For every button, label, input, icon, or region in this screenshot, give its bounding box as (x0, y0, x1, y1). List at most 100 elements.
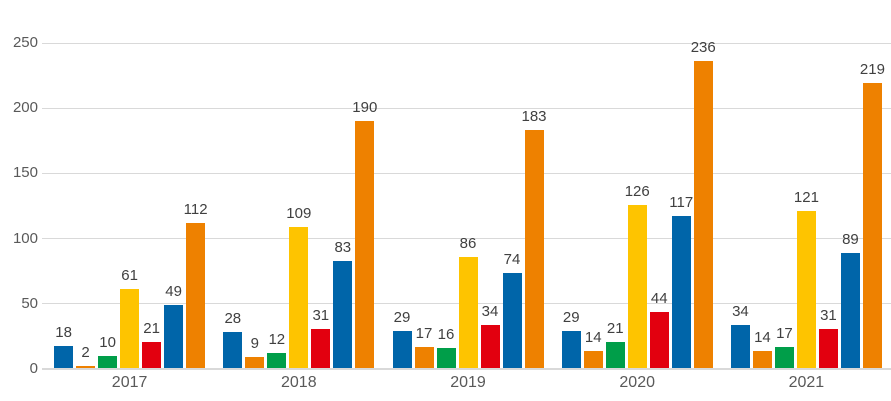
bar-2017-s3: 10 (98, 335, 118, 369)
bar-groups: 18 2 10 61 21 49 112 28 9 12 109 31 83 190 29 17 16 86 34 7… (45, 40, 891, 369)
x-category-label-2020: 2020 (619, 374, 655, 391)
bar-2020-s3: 21 (605, 321, 625, 369)
bar-2018-s2: 9 (245, 336, 265, 369)
data-label: 219 (859, 61, 885, 78)
data-label: 31 (820, 307, 837, 324)
gridline-100 (42, 238, 891, 240)
gridline-250 (42, 42, 891, 44)
data-label: 31 (312, 307, 330, 324)
data-label: 28 (224, 310, 242, 327)
data-label: 2 (81, 344, 90, 361)
bar-group-2020: 29 14 21 126 44 117 236 (553, 40, 722, 369)
bar-2017-s5: 21 (142, 321, 162, 369)
x-axis-line (42, 368, 891, 370)
data-label: 34 (732, 303, 749, 320)
data-label: 17 (415, 325, 433, 342)
bar-2017-s7: 112 (184, 202, 208, 369)
bar-rect (120, 289, 140, 369)
bar-rect (693, 61, 713, 369)
bar-rect (245, 357, 265, 369)
bar-2020-s4: 126 (625, 184, 650, 369)
bar-2021-s5: 31 (818, 308, 838, 369)
x-axis-category-labels: 2017 2018 2019 2020 2021 (45, 374, 891, 392)
bar-rect (289, 227, 309, 369)
bar-rect (436, 348, 456, 369)
data-label: 126 (624, 183, 650, 200)
y-tick-label-0: 0 (29, 360, 38, 377)
bar-rect (54, 346, 74, 369)
data-label: 49 (165, 283, 182, 300)
bar-2019-s5: 34 (480, 304, 500, 369)
bar-rect (164, 305, 184, 369)
data-label: 83 (334, 239, 352, 256)
data-label: 183 (521, 108, 547, 125)
bar-2020-s6: 117 (669, 195, 693, 369)
bar-rect (671, 216, 691, 369)
bar-rect (796, 211, 816, 369)
data-label: 9 (250, 335, 259, 352)
data-label: 117 (669, 194, 694, 211)
bar-2021-s3: 17 (774, 326, 794, 369)
bar-2019-s1: 29 (392, 310, 412, 369)
x-category-label-2021: 2021 (788, 374, 825, 391)
bar-2019-s4: 86 (458, 236, 478, 369)
bar-rect (605, 342, 625, 369)
y-tick-label-250: 250 (12, 34, 38, 51)
y-tick-label-150: 150 (12, 164, 38, 182)
bar-rect (311, 329, 331, 369)
bar-rect (627, 205, 647, 369)
data-label: 17 (776, 325, 793, 342)
bar-rect (333, 261, 353, 369)
data-label: 16 (437, 326, 455, 343)
bar-2018-s7: 190 (352, 100, 377, 369)
gridline-150 (42, 172, 891, 174)
bar-rect (862, 83, 882, 369)
data-label: 112 (183, 201, 208, 218)
y-tick-label-100: 100 (12, 229, 38, 247)
x-category-label-2018: 2018 (281, 374, 317, 391)
data-label: 109 (286, 205, 312, 222)
gridline-200 (42, 107, 891, 109)
bar-rect (142, 342, 162, 369)
bar-group-2017: 18 2 10 61 21 49 112 (45, 43, 214, 369)
bar-group-2019: 29 17 16 86 34 74 183 (383, 43, 552, 369)
data-label: 21 (606, 320, 624, 337)
bar-rect (524, 130, 544, 369)
bar-rect (458, 257, 478, 369)
data-label: 61 (121, 267, 138, 284)
bar-2019-s7: 183 (521, 109, 547, 369)
bar-rect (502, 273, 522, 369)
bar-2019-s3: 16 (436, 327, 456, 369)
data-label: 29 (562, 309, 580, 326)
bar-group-2021: 34 14 17 121 31 89 219 (722, 43, 891, 369)
y-tick-label-200: 200 (12, 99, 38, 117)
bar-2018-s4: 109 (286, 206, 311, 369)
bar-rect (267, 353, 287, 369)
bar-2017-s2: 2 (76, 345, 96, 369)
bar-2021-s4: 121 (794, 190, 819, 369)
x-category-label-2019: 2019 (450, 374, 486, 391)
bar-2021-s7: 219 (860, 62, 885, 369)
bar-rect (223, 332, 243, 369)
bar-2019-s2: 17 (414, 326, 434, 369)
bar-2020-s1: 29 (561, 310, 581, 369)
bar-rect (840, 253, 860, 369)
bar-rect (414, 347, 434, 369)
data-label: 18 (55, 324, 72, 341)
data-label: 12 (268, 331, 286, 348)
data-label: 14 (754, 329, 771, 346)
plot-area: 18 2 10 61 21 49 112 28 9 12 109 31 83 190 29 17 16 86 34 7… (45, 40, 891, 369)
bar-rect (774, 347, 794, 369)
bar-2019-s6: 74 (502, 252, 522, 369)
bar-2020-s2: 14 (583, 330, 603, 369)
bar-2018-s5: 31 (311, 308, 331, 369)
bar-2021-s2: 14 (752, 330, 772, 369)
x-category-label-2017: 2017 (111, 374, 148, 391)
bar-rect (649, 312, 669, 369)
data-label: 89 (842, 231, 859, 248)
bar-rect (752, 351, 772, 369)
bar-2017-s4: 61 (120, 268, 140, 369)
bar-rect (355, 121, 375, 369)
bar-2021-s6: 89 (840, 232, 860, 369)
bar-2017-s1: 18 (54, 325, 74, 369)
